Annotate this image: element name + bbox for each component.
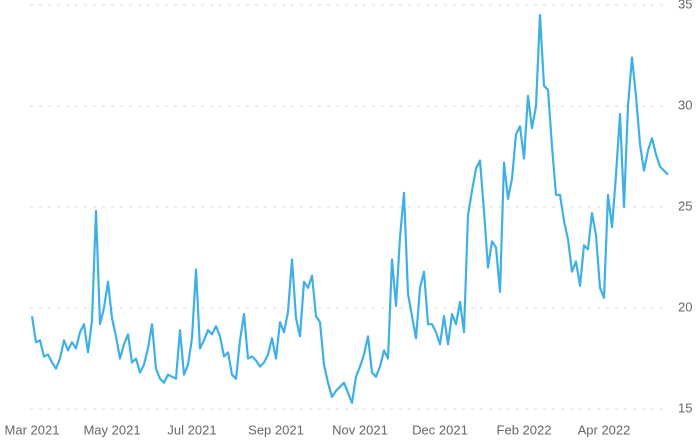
x-tick-label: Sep 2021 <box>248 422 304 437</box>
x-tick-label: May 2021 <box>83 422 140 437</box>
x-tick-label: Nov 2021 <box>332 422 388 437</box>
y-tick-label: 20 <box>678 299 692 314</box>
y-tick-label: 15 <box>678 400 692 415</box>
line <box>30 14 669 404</box>
y-tick-label: 35 <box>678 0 692 11</box>
x-tick-label: Feb 2022 <box>497 422 552 437</box>
x-tick-label: Mar 2021 <box>5 422 60 437</box>
y-tick-label: 25 <box>678 198 692 213</box>
x-tick-label: Apr 2022 <box>578 422 631 437</box>
x-tick-label: Jul 2021 <box>167 422 216 437</box>
x-tick-label: Dec 2021 <box>412 422 468 437</box>
y-tick-label: 30 <box>678 97 692 112</box>
